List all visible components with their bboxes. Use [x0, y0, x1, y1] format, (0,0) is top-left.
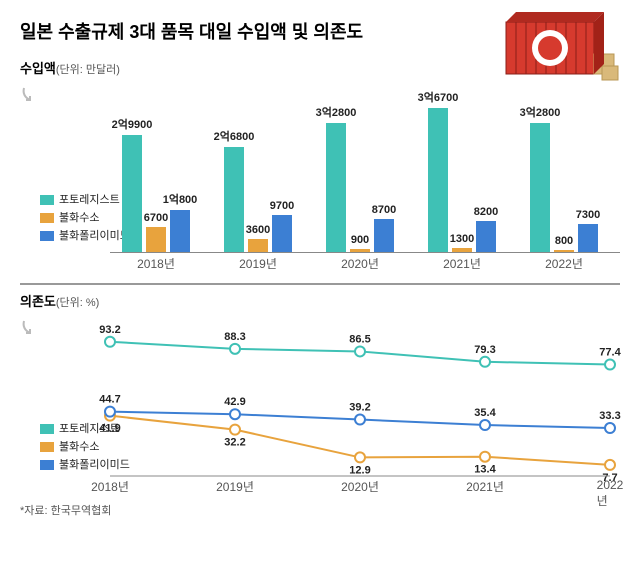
section-dependence-label: 의존도 — [20, 291, 56, 310]
bar-value-label: 8200 — [474, 206, 498, 218]
bar-value-label: 800 — [555, 235, 573, 247]
bar-value-label: 1억800 — [163, 191, 198, 207]
bar-plot-area: 2억9900 6700 1억800 2억6800 36009700 3억2800 900 87… — [110, 95, 620, 253]
line-value-label: 88.3 — [224, 331, 245, 343]
line-value-label: 79.3 — [474, 344, 495, 356]
legend-label: 불화수소 — [59, 209, 99, 227]
bar-fpi — [170, 210, 190, 253]
x-axis-label: 2021년 — [466, 478, 504, 495]
section-imports-unit: (단위: 만달러) — [56, 64, 120, 76]
bar-value-label: 6700 — [144, 212, 168, 224]
line-marker — [230, 344, 240, 354]
x-axis-label: 2019년 — [216, 478, 254, 495]
bar-chart: 포토레지스트불화수소불화폴리이미드 2억990067001억8002억68003… — [20, 95, 620, 275]
legend-swatch — [40, 424, 54, 434]
bar-fpi — [578, 224, 598, 253]
line-value-label: 86.5 — [349, 333, 370, 345]
x-axis-label: 2022년 — [597, 478, 624, 509]
bar-photoresist — [428, 108, 448, 253]
legend-label: 불화수소 — [59, 438, 99, 456]
line-marker — [230, 409, 240, 419]
line-marker — [605, 360, 615, 370]
line-value-label: 93.2 — [99, 324, 120, 336]
line-value-label: 41.9 — [99, 423, 120, 435]
legend-swatch — [40, 195, 54, 205]
bar-photoresist — [224, 147, 244, 253]
figure-root: 일본 수출규제 3대 품목 대일 수입액 및 의존도 수입액(단위: 만달러) … — [0, 0, 640, 562]
line-marker — [480, 357, 490, 367]
bar-hf — [248, 239, 268, 253]
x-axis-label: 2019년 — [239, 255, 277, 272]
section-imports-label: 수입액 — [20, 58, 56, 77]
line-marker — [605, 460, 615, 470]
bar-value-label: 1300 — [450, 233, 474, 245]
x-axis-label: 2020년 — [341, 255, 379, 272]
line-value-label: 44.7 — [99, 394, 120, 406]
bar-value-label: 3억2800 — [316, 104, 357, 120]
x-axis-label: 2022년 — [545, 255, 583, 272]
line-marker — [230, 425, 240, 435]
bar-value-label: 900 — [351, 234, 369, 246]
line-value-label: 39.2 — [349, 402, 370, 414]
bar-photoresist — [122, 135, 142, 253]
hero-illustration — [476, 4, 626, 94]
bar-value-label: 3억6700 — [418, 89, 459, 105]
legend-swatch — [40, 213, 54, 223]
bar-baseline — [110, 252, 620, 253]
bar-value-label: 9700 — [270, 200, 294, 212]
line-value-label: 35.4 — [474, 407, 496, 419]
bar-value-label: 3600 — [246, 224, 270, 236]
line-value-label: 42.9 — [224, 396, 245, 408]
bar-fpi — [476, 221, 496, 253]
bar-value-label: 2억9900 — [112, 116, 153, 132]
legend-swatch — [40, 460, 54, 470]
bar-hf — [146, 227, 166, 253]
chart-source: *자료: 한국무역협회 — [20, 502, 620, 518]
x-axis-label: 2018년 — [91, 478, 129, 495]
bar-value-label: 7300 — [576, 209, 600, 221]
line-marker — [355, 346, 365, 356]
line-value-label: 12.9 — [349, 464, 370, 476]
bar-value-label: 8700 — [372, 204, 396, 216]
line-marker — [480, 452, 490, 462]
line-value-label: 33.3 — [599, 410, 620, 422]
line-value-label: 13.4 — [474, 464, 496, 476]
bar-photoresist — [326, 123, 346, 253]
line-marker — [105, 407, 115, 417]
x-axis-label: 2020년 — [341, 478, 379, 495]
x-axis-label: 2021년 — [443, 255, 481, 272]
line-chart: 포토레지스트불화수소불화폴리이미드 93.288.386.579.377.441… — [20, 328, 620, 498]
section-divider — [20, 283, 620, 285]
line-marker — [480, 420, 490, 430]
line-marker — [355, 452, 365, 462]
line-marker — [605, 423, 615, 433]
line-plot-area: 93.288.386.579.377.441.932.212.913.47.74… — [110, 332, 610, 476]
bar-fpi — [374, 219, 394, 253]
legend-swatch — [40, 231, 54, 241]
bar-value-label: 2억6800 — [214, 128, 255, 144]
section-dependence-unit: (단위: %) — [56, 297, 99, 309]
bar-value-label: 3억2800 — [520, 104, 561, 120]
line-marker — [105, 337, 115, 347]
x-axis-label: 2018년 — [137, 255, 175, 272]
bar-photoresist — [530, 123, 550, 253]
line-marker — [355, 415, 365, 425]
line-x-axis: 2018년2019년2020년2021년2022년 — [110, 478, 610, 498]
line-value-label: 77.4 — [599, 347, 621, 359]
line-value-label: 32.2 — [224, 437, 245, 449]
bar-fpi — [272, 215, 292, 253]
legend-swatch — [40, 442, 54, 452]
bar-x-axis: 2018년 2019년 2020년 2021년 2022년 — [110, 255, 620, 275]
